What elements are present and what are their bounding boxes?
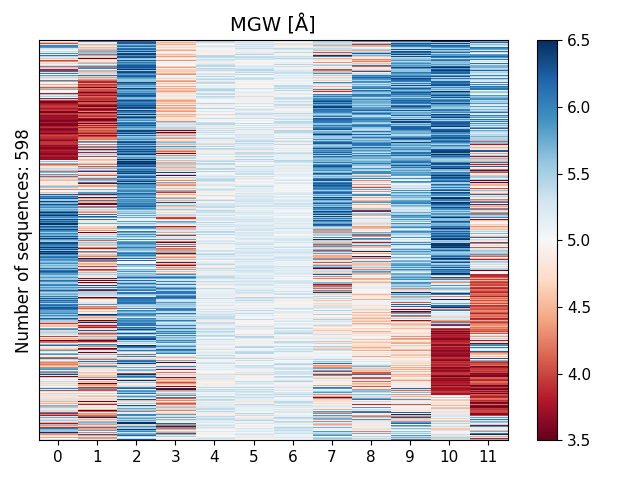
Title: MGW [Å]: MGW [Å]	[230, 15, 316, 36]
Y-axis label: Number of sequences: 598: Number of sequences: 598	[15, 128, 33, 353]
